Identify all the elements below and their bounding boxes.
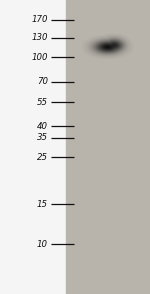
Bar — [0, 0, 66, 294]
Text: 55: 55 — [37, 98, 48, 107]
Text: 10: 10 — [37, 240, 48, 248]
Text: 100: 100 — [32, 53, 48, 62]
Text: 40: 40 — [37, 122, 48, 131]
Bar — [66, 0, 150, 294]
Text: 70: 70 — [37, 77, 48, 86]
Text: 25: 25 — [37, 153, 48, 162]
Text: 35: 35 — [37, 133, 48, 142]
Text: 170: 170 — [32, 16, 48, 24]
Text: 130: 130 — [32, 33, 48, 42]
Text: 15: 15 — [37, 200, 48, 209]
